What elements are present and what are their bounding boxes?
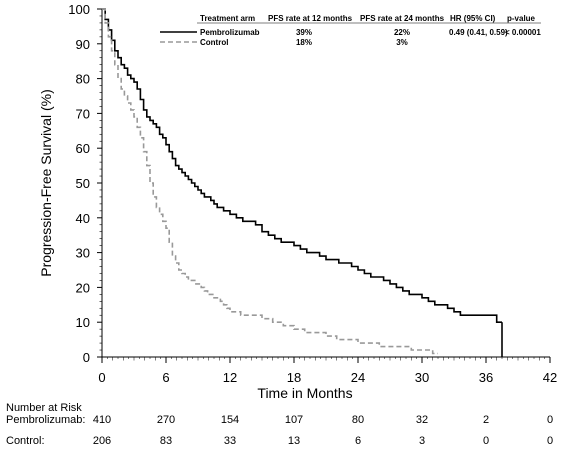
legend-pfs12-pembrolizumab: 39% <box>296 28 312 37</box>
legend-header-pfs24: PFS rate at 24 months <box>360 14 445 23</box>
y-tick-label: 70 <box>76 106 90 121</box>
y-tick-label: 0 <box>83 350 90 365</box>
risk-value: 410 <box>92 414 112 426</box>
series-line-control <box>102 8 438 355</box>
x-tick-label: 0 <box>98 370 105 385</box>
y-tick-label: 10 <box>76 315 90 330</box>
risk-value: 80 <box>351 414 365 426</box>
risk-value: 154 <box>220 414 240 426</box>
risk-table-title: Number at Risk <box>6 402 82 414</box>
risk-value: 32 <box>415 414 429 426</box>
risk-value: 0 <box>546 414 554 426</box>
risk-value: 3 <box>418 435 426 447</box>
legend-header-p: p-value <box>507 14 536 23</box>
risk-value: 2 <box>482 414 490 426</box>
legend-pfs12-control: 18% <box>296 38 312 47</box>
legend-arm-pembrolizumab: Pembrolizumab <box>200 28 260 37</box>
y-tick-label: 60 <box>76 141 90 156</box>
x-tick-label: 36 <box>479 370 493 385</box>
series-line-pembrolizumab <box>102 8 502 323</box>
risk-value: 33 <box>223 435 237 447</box>
x-tick-label: 42 <box>543 370 557 385</box>
x-tick-label: 18 <box>287 370 301 385</box>
y-tick-label: 40 <box>76 211 90 226</box>
legend-hr-pembrolizumab: 0.49 (0.41, 0.59) <box>449 28 508 37</box>
y-tick-label: 90 <box>76 37 90 52</box>
y-axis-title: Progression-Free Survival (%) <box>38 89 54 277</box>
series-layer <box>102 8 503 357</box>
legend-p-pembrolizumab: < 0.00001 <box>505 28 541 37</box>
legend-arm-control: Control <box>200 38 228 47</box>
risk-value: 270 <box>156 414 176 426</box>
legend: Treatment arm PFS rate at 12 months PFS … <box>160 14 541 47</box>
y-tick-label: 30 <box>76 246 90 261</box>
risk-value: 0 <box>546 435 554 447</box>
legend-pfs24-pembrolizumab: 22% <box>394 28 410 37</box>
x-tick-label: 30 <box>415 370 429 385</box>
x-tick-label: 24 <box>351 370 365 385</box>
risk-value: 0 <box>482 435 490 447</box>
risk-value: 83 <box>159 435 173 447</box>
risk-label-control: Control: <box>6 435 45 447</box>
x-tick-label: 6 <box>162 370 169 385</box>
risk-value: 107 <box>284 414 304 426</box>
x-axis-title: Time in Months <box>257 385 352 401</box>
risk-label-pembrolizumab: Pembrolizumab: <box>6 414 86 426</box>
x-tick-label: 12 <box>223 370 237 385</box>
legend-header-pfs12: PFS rate at 12 months <box>268 14 353 23</box>
risk-value: 206 <box>92 435 112 447</box>
y-tick-label: 20 <box>76 280 90 295</box>
risk-value: 6 <box>354 435 362 447</box>
y-tick-label: 50 <box>76 176 90 191</box>
axes: 0 10 20 30 40 50 60 70 80 90 100 0 6 12 18 24 30 36 42 <box>68 2 557 385</box>
legend-pfs24-control: 3% <box>396 38 408 47</box>
risk-value: 13 <box>287 435 301 447</box>
legend-header-hr: HR (95% CI) <box>450 14 496 23</box>
y-tick-label: 100 <box>68 2 90 17</box>
legend-header-arm: Treatment arm <box>200 14 255 23</box>
y-tick-label: 80 <box>76 72 90 87</box>
